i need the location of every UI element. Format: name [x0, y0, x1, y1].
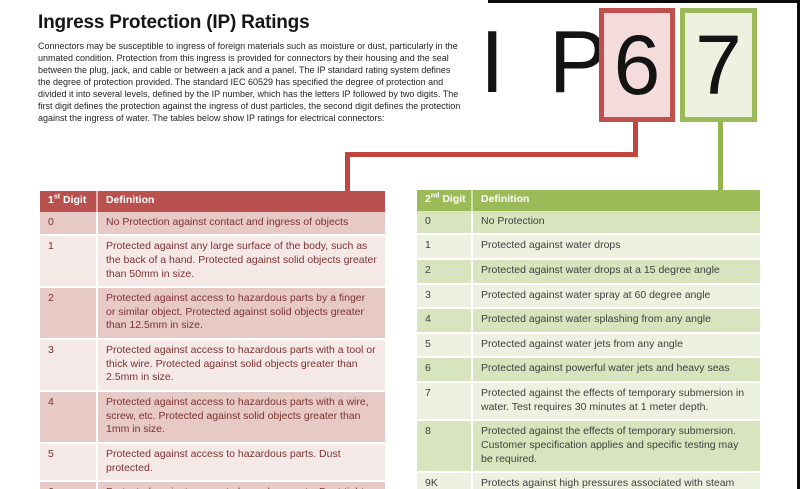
- definition-cell: Protected against water jets from any an…: [471, 332, 760, 359]
- first-digit-highlight-box: 6: [599, 8, 675, 122]
- definition-cell: Protects against high pressures associat…: [471, 472, 760, 489]
- definition-cell: Protected against water drops: [471, 234, 760, 260]
- digit-cell: 8: [417, 420, 472, 474]
- second-digit-column-header: 2nd Digit: [417, 190, 472, 211]
- table-row: 2 Protected against water drops at a 15 d…: [417, 258, 760, 285]
- table-row: 2 Protected against access to hazardous p…: [40, 287, 385, 341]
- table-row: 6 Protected against powerful water jets a…: [417, 357, 760, 384]
- header-digit-word: Digit: [63, 194, 87, 206]
- second-digit-value: 7: [695, 17, 742, 112]
- digit-cell: 2: [417, 258, 472, 285]
- table-header-row: 2nd Digit Definition: [417, 190, 760, 211]
- definition-cell: Protected against the effects of tempora…: [471, 382, 760, 422]
- table-row: 4 Protected against access to hazardous p…: [40, 391, 385, 444]
- definition-cell: Protected against the effects of tempora…: [471, 420, 760, 474]
- first-digit-connector-line: [345, 152, 350, 193]
- digit-cell: 0: [40, 211, 97, 237]
- digit-cell: 1: [40, 235, 97, 289]
- page-title: Ingress Protection (IP) Ratings: [38, 12, 310, 33]
- header-digit-number: 1: [48, 194, 54, 206]
- table-row: 1 Protected against water drops: [417, 234, 760, 260]
- digit-cell: 4: [40, 391, 97, 444]
- digit-cell: 1: [417, 234, 472, 260]
- digit-cell: 6: [417, 357, 472, 384]
- first-digit-connector-line: [633, 122, 638, 157]
- definition-cell: Protected against access to hazardous pa…: [96, 287, 385, 341]
- digit-cell: 5: [417, 332, 472, 359]
- table-row: 9K Protects against high pressures associ…: [417, 472, 760, 489]
- table-row: 1 Protected against any large surface of …: [40, 235, 385, 289]
- definition-column-header: Definition: [96, 191, 385, 212]
- digit-cell: 9K: [417, 472, 472, 489]
- first-digit-connector-line: [345, 152, 638, 157]
- definition-cell: Protected against water spray at 60 degr…: [471, 283, 760, 310]
- table-row: 8 Protected against the effects of tempor…: [417, 420, 760, 474]
- table-row: 3 Protected against access to hazardous p…: [40, 339, 385, 393]
- digit-cell: 7: [417, 382, 472, 422]
- table-row: 5 Protected against access to hazardous p…: [40, 442, 385, 483]
- digit-cell: 0: [417, 210, 472, 236]
- digit-cell: 3: [40, 339, 97, 393]
- definition-cell: No Protection against contact and ingres…: [96, 211, 385, 237]
- ip-letters: I P: [480, 12, 618, 111]
- definition-column-header: Definition: [471, 190, 760, 211]
- digit-cell: 2: [40, 287, 97, 341]
- table-header-row: 1st Digit Definition: [40, 191, 385, 212]
- header-digit-ordinal: st: [53, 193, 61, 201]
- definition-cell: Protected against access to hazardous pa…: [96, 391, 385, 444]
- definition-cell: Protected against any large surface of t…: [96, 235, 385, 289]
- digit-cell: 5: [40, 442, 97, 483]
- header-digit-ordinal: nd: [430, 192, 440, 200]
- table-row: 4 Protected against water splashing from …: [417, 308, 760, 334]
- first-digit-column-header: 1st Digit: [40, 191, 97, 212]
- table-row: 5 Protected against water jets from any a…: [417, 332, 760, 359]
- definition-cell: No Protection: [471, 210, 760, 236]
- first-digit-value: 6: [613, 17, 661, 112]
- header-digit-word: Digit: [442, 193, 466, 205]
- definition-cell: Protected against access to hazardous pa…: [96, 481, 385, 489]
- top-edge-border: [488, 0, 800, 3]
- table-row: 7 Protected against the effects of tempor…: [417, 382, 760, 422]
- first-digit-table: 1st Digit Definition 0 No Protection agai…: [40, 191, 385, 489]
- second-digit-table: 2nd Digit Definition 0 No Protection 1 Pro…: [417, 190, 760, 489]
- digit-cell: 4: [417, 308, 472, 334]
- table-row: 0 No Protection: [417, 210, 760, 236]
- definition-cell: Protected against powerful water jets an…: [471, 357, 760, 384]
- second-digit-highlight-box: 7: [680, 8, 757, 122]
- digit-cell: 3: [417, 283, 472, 310]
- definition-cell: Protected against access to hazardous pa…: [96, 339, 385, 393]
- intro-paragraph: Connectors may be susceptible to ingress…: [38, 41, 461, 123]
- digit-cell: 6: [40, 481, 97, 489]
- definition-cell: Protected against access to hazardous pa…: [96, 442, 385, 483]
- header-digit-number: 2: [425, 193, 431, 205]
- definition-cell: Protected against water drops at a 15 de…: [471, 258, 760, 285]
- table-row: 0 No Protection against contact and ingre…: [40, 211, 385, 237]
- right-edge-border: [797, 0, 800, 489]
- table-row: 3 Protected against water spray at 60 deg…: [417, 283, 760, 310]
- definition-cell: Protected against water splashing from a…: [471, 308, 760, 334]
- second-digit-connector-line: [718, 122, 723, 191]
